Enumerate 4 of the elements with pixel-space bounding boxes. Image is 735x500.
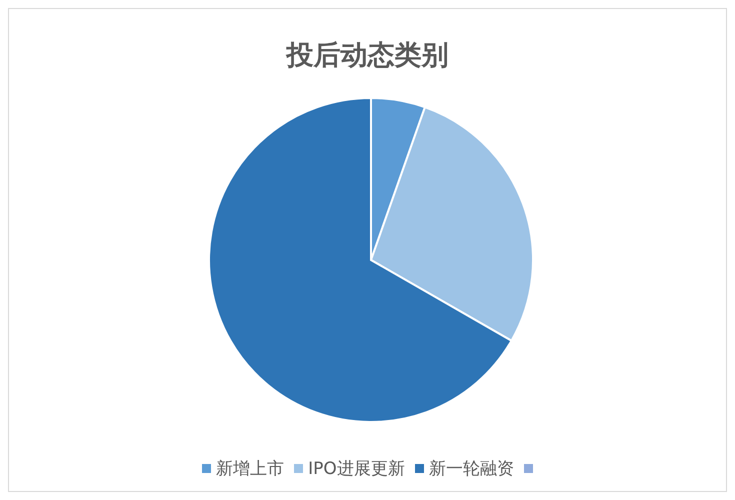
legend-label: 新一轮融资 [428,458,514,480]
legend-label: IPO进展更新 [308,458,405,480]
legend-label: 新增上市 [216,458,284,480]
chart-title: 投后动态类别 [284,39,450,73]
